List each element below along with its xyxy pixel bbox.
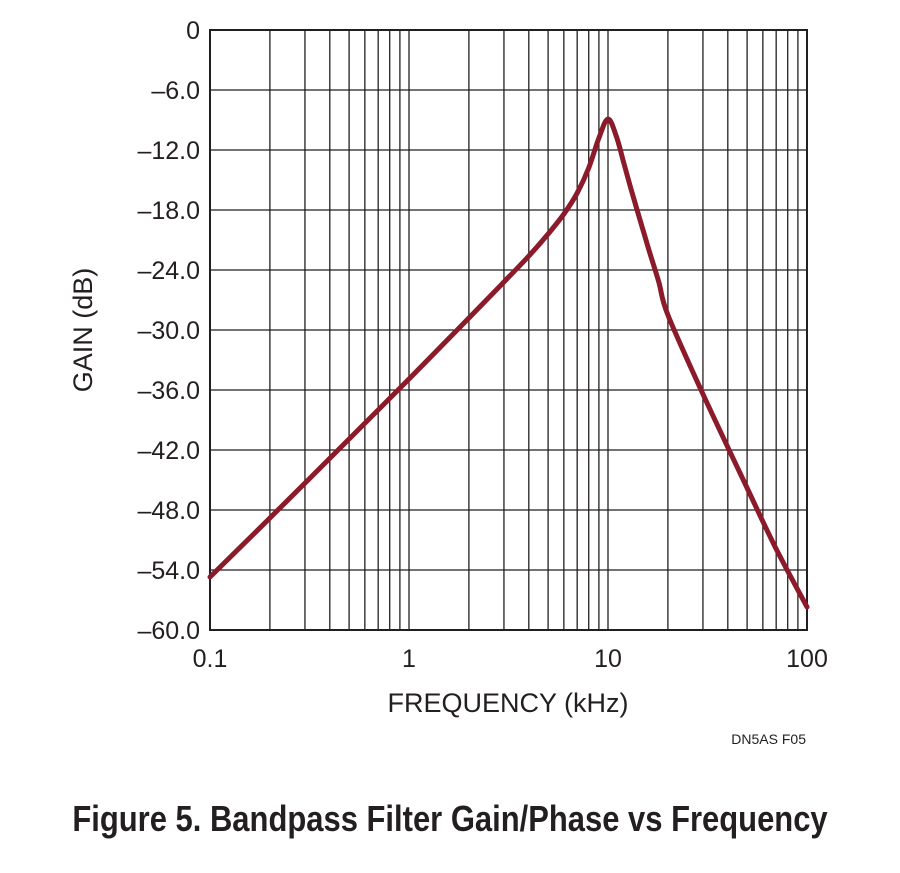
y-tick-label: –24.0 [137,257,200,285]
x-tick-label: 100 [786,645,828,673]
x-tick-label: 10 [594,645,622,673]
series-layer [207,116,810,610]
y-tick-label: –30.0 [137,317,200,345]
figure-id: DN5AS F05 [731,731,806,747]
y-tick-label: –42.0 [137,437,200,465]
x-axis-title: FREQUENCY (kHz) [387,688,628,718]
figure-caption: Figure 5. Bandpass Filter Gain/Phase vs … [72,798,828,839]
gain-chart: 0 –6.0 –12.0 –18.0 –24.0 –30.0 –36.0 –42.0 –48.0… [68,17,828,747]
x-tick-labels: 0.1 1 10 100 [193,645,828,673]
y-tick-label: –48.0 [137,497,200,525]
y-axis-title: GAIN (dB) [68,268,98,393]
y-tick-labels: 0 –6.0 –12.0 –18.0 –24.0 –30.0 –36.0 –42.0 –48.0… [137,17,200,645]
plot-frame [209,29,808,631]
x-tick-label: 0.1 [193,645,228,673]
y-tick-label: –12.0 [137,137,200,165]
y-tick-label: 0 [186,17,200,45]
x-tick-label: 1 [402,645,416,673]
y-tick-label: –18.0 [137,197,200,225]
grid [209,29,807,631]
gain-series-line [207,116,810,610]
y-tick-label: –36.0 [137,377,200,405]
y-tick-label: –6.0 [151,77,200,105]
y-tick-label: –60.0 [137,617,200,645]
y-tick-label: –54.0 [137,557,200,585]
